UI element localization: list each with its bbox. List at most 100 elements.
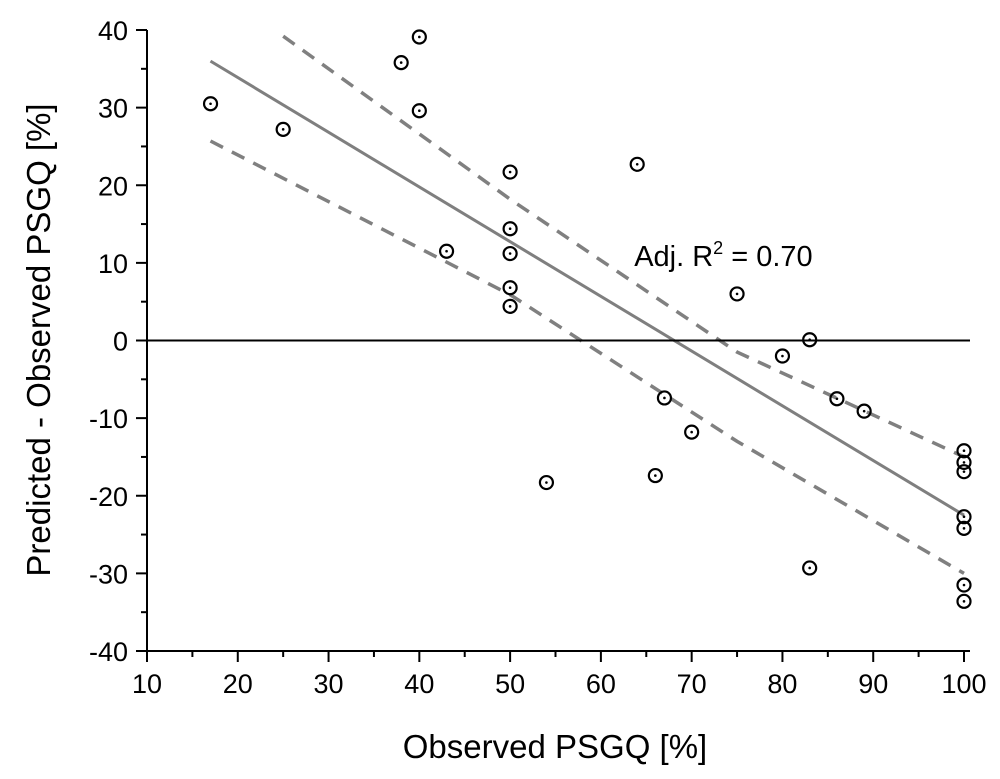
data-point <box>275 121 291 137</box>
data-point-ring <box>275 121 291 137</box>
fit-lines <box>209 34 965 575</box>
data-point-ring <box>856 403 872 419</box>
x-tick-label: 40 <box>404 669 434 699</box>
data-point-center <box>508 227 512 231</box>
data-point <box>502 298 518 314</box>
y-tick-label: 40 <box>98 16 128 46</box>
data-point-ring <box>829 391 845 407</box>
data-point-ring <box>502 164 518 180</box>
data-point-center <box>445 249 448 253</box>
data-point-center <box>962 515 966 519</box>
data-point-center <box>418 35 421 39</box>
data-point-center <box>862 409 866 413</box>
data-point <box>656 390 673 406</box>
data-point-center <box>962 470 966 473</box>
data-point-ring <box>956 520 972 536</box>
y-axis-title: Predicted - Observed PSGQ [%] <box>20 103 57 576</box>
data-point <box>956 520 972 536</box>
x-tick-label: 30 <box>314 669 344 699</box>
y-tick-label: -40 <box>89 637 128 667</box>
data-point-center <box>508 305 512 308</box>
data-point <box>684 424 700 440</box>
data-point <box>202 96 219 112</box>
y-tick-label: 20 <box>98 171 128 201</box>
data-point-center <box>835 397 839 401</box>
data-point-ring <box>956 593 972 609</box>
data-point-center <box>635 162 639 166</box>
plot-frame <box>146 30 970 652</box>
r-squared-annotation: Adj. R2 = 0.70 <box>634 238 813 273</box>
y-tick-label: -10 <box>89 404 128 434</box>
data-point <box>411 29 427 45</box>
data-point-center <box>508 252 512 255</box>
data-point <box>411 103 427 119</box>
y-tick-label: 10 <box>98 249 128 279</box>
x-axis-title: Observed PSGQ [%] <box>403 728 707 765</box>
data-point-ring <box>956 464 972 480</box>
data-point-center <box>962 600 966 603</box>
data-point-ring <box>502 280 518 296</box>
data-point <box>956 464 972 480</box>
data-point-ring <box>802 332 818 348</box>
y-tick-label: 0 <box>113 327 128 357</box>
data-point-center <box>690 430 693 434</box>
data-point <box>956 454 972 470</box>
data-point-center <box>418 109 421 113</box>
x-tick-label: 50 <box>495 669 525 699</box>
data-point-ring <box>684 424 700 440</box>
x-tick-label: 90 <box>858 669 888 699</box>
upper-confidence-band-line <box>282 34 965 459</box>
data-point <box>774 348 791 364</box>
data-point-ring <box>411 103 427 119</box>
data-point <box>629 156 645 172</box>
data-point <box>393 55 409 71</box>
y-tick-label: -20 <box>89 482 128 512</box>
data-point-ring <box>956 443 972 459</box>
data-point-center <box>281 128 285 131</box>
x-tick-label: 100 <box>941 669 986 699</box>
y-tick-label: -30 <box>89 559 128 589</box>
data-point-ring <box>729 286 745 302</box>
x-tick-label: 20 <box>223 669 253 699</box>
data-point-center <box>508 286 512 290</box>
data-point-ring <box>629 156 645 172</box>
data-point-center <box>654 474 657 477</box>
x-tick-label: 70 <box>677 669 707 699</box>
data-point <box>956 577 972 593</box>
data-point <box>502 245 518 262</box>
data-point-center <box>962 583 966 587</box>
data-point-ring <box>956 509 972 525</box>
data-point-ring <box>411 29 427 45</box>
data-point <box>438 243 455 259</box>
data-point-ring <box>956 577 972 593</box>
data-point <box>538 474 555 491</box>
regression-fit-line <box>209 59 965 517</box>
data-point-center <box>663 396 666 400</box>
data-point-ring <box>656 390 673 406</box>
data-point-ring <box>438 243 455 259</box>
data-point-ring <box>802 560 818 576</box>
data-point-ring <box>774 348 791 364</box>
annotation-superscript: 2 <box>713 238 723 258</box>
data-point-center <box>962 461 966 464</box>
data-point <box>856 403 872 419</box>
data-point <box>647 467 663 484</box>
data-point-ring <box>502 221 518 237</box>
data-point <box>502 280 518 296</box>
data-point <box>502 164 518 180</box>
data-point-center <box>808 338 811 342</box>
data-point-center <box>962 449 966 453</box>
x-tick-label: 80 <box>767 669 797 699</box>
data-point-ring <box>956 454 972 470</box>
data-point <box>729 286 745 302</box>
y-tick-label: 30 <box>98 94 128 124</box>
data-point-ring <box>502 245 518 262</box>
data-point-center <box>508 170 512 174</box>
annotation-rest: = 0.70 <box>723 241 813 273</box>
data-point-center <box>962 527 966 530</box>
data-point-center <box>735 292 739 296</box>
axis-ticks: 10 20 30 40 50 60 70 80 90 100 -40 -30 -20 -10 0 10 20 30… <box>89 16 987 699</box>
data-point <box>502 221 518 237</box>
data-point-ring <box>202 96 219 112</box>
